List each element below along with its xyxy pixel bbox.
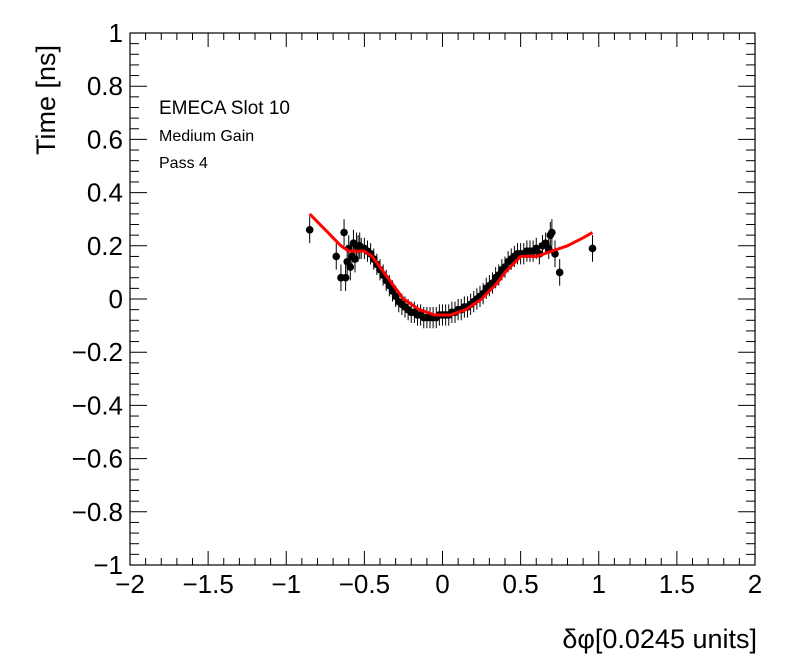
y-tick-label: −0.2: [72, 337, 123, 367]
y-tick-label: 0.6: [87, 124, 123, 154]
data-point: [305, 226, 314, 234]
y-tick-label: 1: [109, 18, 123, 48]
data-point: [340, 228, 348, 237]
data-point: [548, 228, 556, 237]
x-tick-label: 1: [592, 569, 606, 599]
x-tick-label: −1: [271, 569, 301, 599]
data-point: [332, 252, 341, 261]
x-axis-title: δφ[0.0245 units]: [562, 624, 757, 654]
data-points-layer: [305, 216, 597, 329]
y-tick-label: 0: [109, 284, 123, 314]
y-tick-label: −0.6: [72, 444, 123, 474]
y-tick-label: 0.2: [87, 231, 123, 261]
x-tick-label: −2: [115, 569, 145, 599]
annotation-title: EMECA Slot 10: [159, 98, 290, 119]
y-tick-label: −0.4: [72, 390, 123, 420]
y-tick-label: 0.8: [87, 71, 123, 101]
y-axis-title: Time [ns]: [31, 45, 61, 155]
y-tick-label: −1: [93, 550, 123, 580]
annotation-gain: Medium Gain: [159, 128, 254, 145]
x-tick-label: −0.5: [339, 569, 390, 599]
x-tick-label: 2: [748, 569, 762, 599]
x-tick-label: −1.5: [182, 569, 233, 599]
tick-labels-layer: −2 −1.5 −1 −0.5 0 0.5 1 1.5 2 −1 −0.8 −0.6 −0.4 −0.2 0…: [72, 18, 763, 599]
y-tick-label: 0.4: [87, 178, 123, 208]
fit-curve: [308, 212, 594, 317]
data-point: [346, 263, 355, 271]
x-tick-label: 0: [435, 569, 449, 599]
y-tick-label: −0.8: [72, 497, 123, 527]
axis-ticks-layer: [129, 32, 756, 566]
plot-frame: [129, 32, 756, 566]
annotation-pass: Pass 4: [159, 155, 208, 172]
data-point: [588, 244, 597, 253]
data-point: [341, 273, 350, 282]
x-tick-label: 1.5: [659, 569, 695, 599]
x-tick-label: 0.5: [503, 569, 539, 599]
data-point: [555, 268, 564, 277]
